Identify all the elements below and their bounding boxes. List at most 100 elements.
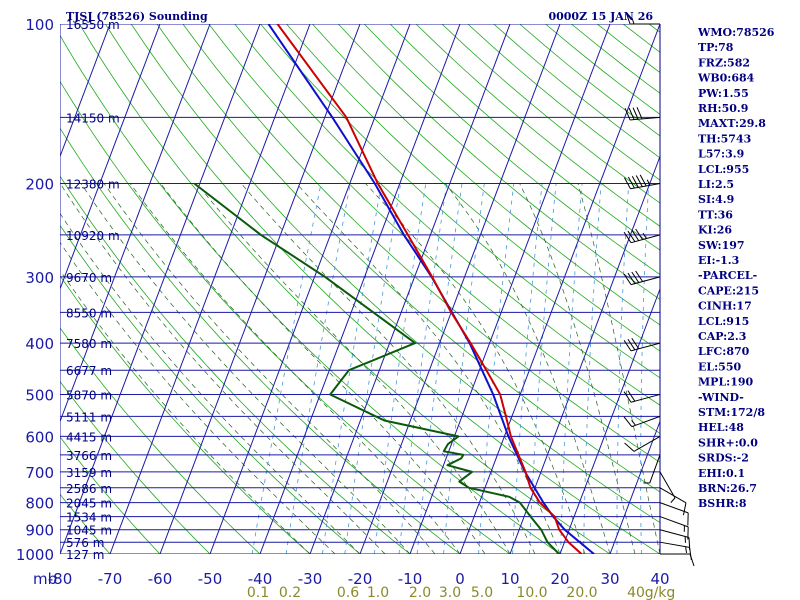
temperature-tick-label: -80 [48, 570, 73, 588]
parcel-line [267, 24, 595, 554]
wind-barb-flag [627, 390, 636, 402]
moist-adiabat-line [60, 212, 361, 554]
sounding-profiles [193, 24, 595, 554]
wind-barb [659, 516, 689, 540]
index-value: SW:197 [698, 239, 745, 252]
wind-barb-staff [659, 502, 689, 514]
wind-barb-staff [659, 516, 689, 528]
pressure-tick-label: 700 [25, 464, 54, 482]
dry-adiabats [60, 0, 800, 565]
temperature-tick-label: -20 [348, 570, 373, 588]
index-value: MPL:190 [698, 376, 754, 389]
height-label: 576 m [66, 536, 104, 550]
mixing-ratio-axis: 0.1 0.2 0.6 1.0 2.0 3.0 5.0 10.0 20.0 40 g/kg [247, 585, 675, 600]
wind-barb-staff [630, 342, 661, 352]
wind-barb [659, 502, 689, 526]
pressure-tick-label: 100 [25, 16, 54, 34]
height-label: 16550 m [66, 18, 120, 32]
index-value: TH:5743 [698, 132, 751, 145]
wind-barb-flag [623, 177, 631, 189]
index-value: CAPE:215 [698, 284, 759, 297]
index-value: BRN:26.7 [698, 482, 757, 495]
wind-barb-flag [639, 174, 647, 187]
height-label: 1045 m [66, 524, 112, 538]
index-value: MAXT:29.8 [698, 117, 766, 130]
index-value: STM:172/8 [698, 406, 765, 419]
wind-barb-flag [635, 270, 644, 282]
moist-adiabat-line [365, 183, 586, 554]
index-value: LI:2.5 [698, 178, 734, 191]
wind-barb-staff [630, 116, 661, 121]
height-label: 6677 m [66, 364, 112, 378]
pressure-tick-label: 400 [25, 335, 54, 353]
pressure-tick-label: 200 [25, 176, 54, 194]
isotherm-line [309, 24, 511, 554]
height-label: 2586 m [66, 482, 112, 496]
isotherm-line [0, 24, 10, 554]
isotherm-line [60, 24, 161, 291]
mixing-ratio-label: 40 [627, 585, 645, 600]
dry-adiabat-line [234, 24, 660, 406]
index-value: WMO:78526 [697, 26, 775, 39]
dry-adiabat-line [668, 0, 800, 565]
height-label: 127 m [66, 548, 104, 562]
isotherm-line [60, 24, 261, 554]
height-label: 4415 m [66, 430, 112, 444]
temperature-tick-label: -40 [248, 570, 273, 588]
wind-barb-flag [624, 108, 631, 121]
temperature-tick-label: -50 [198, 570, 223, 588]
wind-barb-flag [682, 502, 687, 516]
wind-barb-staff [659, 471, 676, 499]
wind-barb-flag [632, 107, 639, 120]
wind-barb-flag [635, 175, 643, 187]
mixing-ratio-label: 3.0 [439, 585, 461, 600]
dry-adiabat-line [719, 0, 800, 565]
temperature-tick-label: 20 [550, 570, 569, 588]
isotherm-line [60, 24, 111, 158]
chart-time: 0000Z 15 JAN 26 [548, 10, 653, 23]
mixing-ratio-line [443, 183, 485, 554]
dry-adiabat-line [104, 24, 660, 554]
wind-barb [623, 270, 661, 286]
temperature-line [276, 24, 583, 554]
wind-barb [624, 107, 661, 121]
wind-barb [624, 435, 661, 452]
moist-adiabat-line [577, 183, 660, 554]
index-value: RH:50.9 [698, 102, 748, 115]
wind-barb-flag [631, 271, 640, 283]
wind-barb-flag [636, 107, 643, 120]
pressure-tick-label: 500 [25, 386, 54, 404]
isotherm-line [559, 287, 660, 554]
height-label: 10920 m [66, 229, 120, 243]
temperature-tick-label: 40 [650, 570, 669, 588]
dry-adiabat-line [389, 24, 660, 251]
temperature-tick-label: -60 [148, 570, 173, 588]
index-value: TT:36 [698, 208, 733, 221]
mixing-ratio-label: 0.1 [247, 585, 269, 600]
moist-adiabat-line [60, 241, 336, 554]
index-value: LCL:955 [698, 163, 749, 176]
wind-barb-flag [631, 337, 640, 350]
dry-adiabat-line [78, 24, 611, 554]
moist-adiabat-line [196, 183, 511, 554]
wind-barb-flag [627, 176, 635, 189]
wind-barb [623, 415, 661, 428]
dry-adiabat-line [596, 24, 660, 74]
mixing-ratio-line [374, 183, 427, 554]
mixing-ratio-line [285, 183, 351, 554]
dry-adiabat-line [337, 24, 660, 300]
dry-adiabat-line [182, 24, 660, 463]
height-label: 5111 m [66, 410, 112, 424]
index-value: LFC:870 [698, 345, 750, 358]
mixing-ratio-label: 5.0 [471, 585, 493, 600]
wind-barb-flag [631, 176, 639, 188]
pressure-tick-label: 900 [25, 522, 54, 540]
wind-barb-staff [631, 415, 661, 428]
height-label: 3159 m [66, 466, 112, 480]
wind-barb-flag [623, 231, 632, 243]
dry-adiabat-line [60, 380, 211, 554]
pressure-axis: 100 200 300 400 500 600 700 800 900 1000 [16, 16, 54, 564]
pressure-tick-label: 1000 [16, 546, 54, 564]
mixing-ratio-lines [251, 183, 649, 554]
